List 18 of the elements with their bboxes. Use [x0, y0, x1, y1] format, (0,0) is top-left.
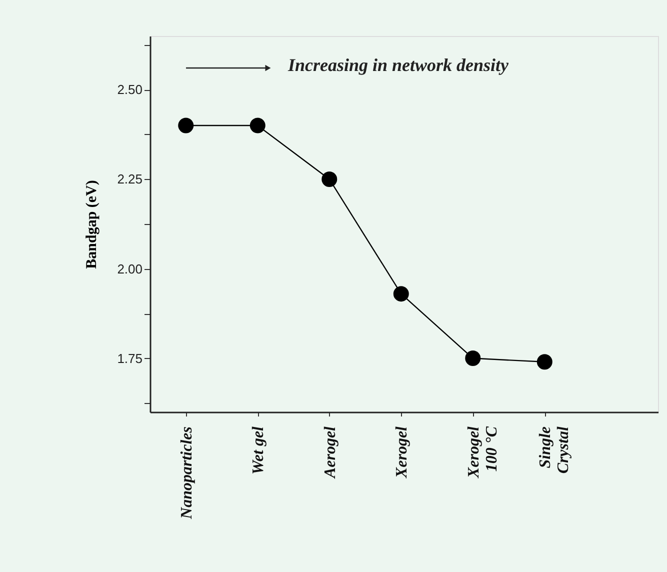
x-tick-label: Xerogel 100 °C	[465, 426, 500, 480]
x-tick-label: Aerogel	[322, 426, 339, 480]
x-tick-label: Wet gel	[250, 426, 268, 475]
y-axis-title: Bandgap (eV)	[84, 180, 100, 269]
point	[178, 118, 194, 134]
point	[250, 118, 266, 134]
point	[536, 354, 552, 370]
y-tick-label: 2.50	[117, 82, 142, 98]
x-tick-label: Nanoparticles	[178, 426, 196, 520]
x-tick-label: Xerogel	[394, 426, 411, 480]
y-tick-label: 2.25	[117, 172, 142, 187]
y-tick-label: 2.00	[117, 261, 142, 276]
annotation: Increasing in network density	[287, 55, 510, 75]
point	[465, 350, 481, 366]
x-tick-label: Single Crystal	[537, 426, 572, 474]
y-tick-label: 1.75	[117, 350, 142, 366]
point	[393, 286, 409, 302]
point	[322, 172, 338, 187]
